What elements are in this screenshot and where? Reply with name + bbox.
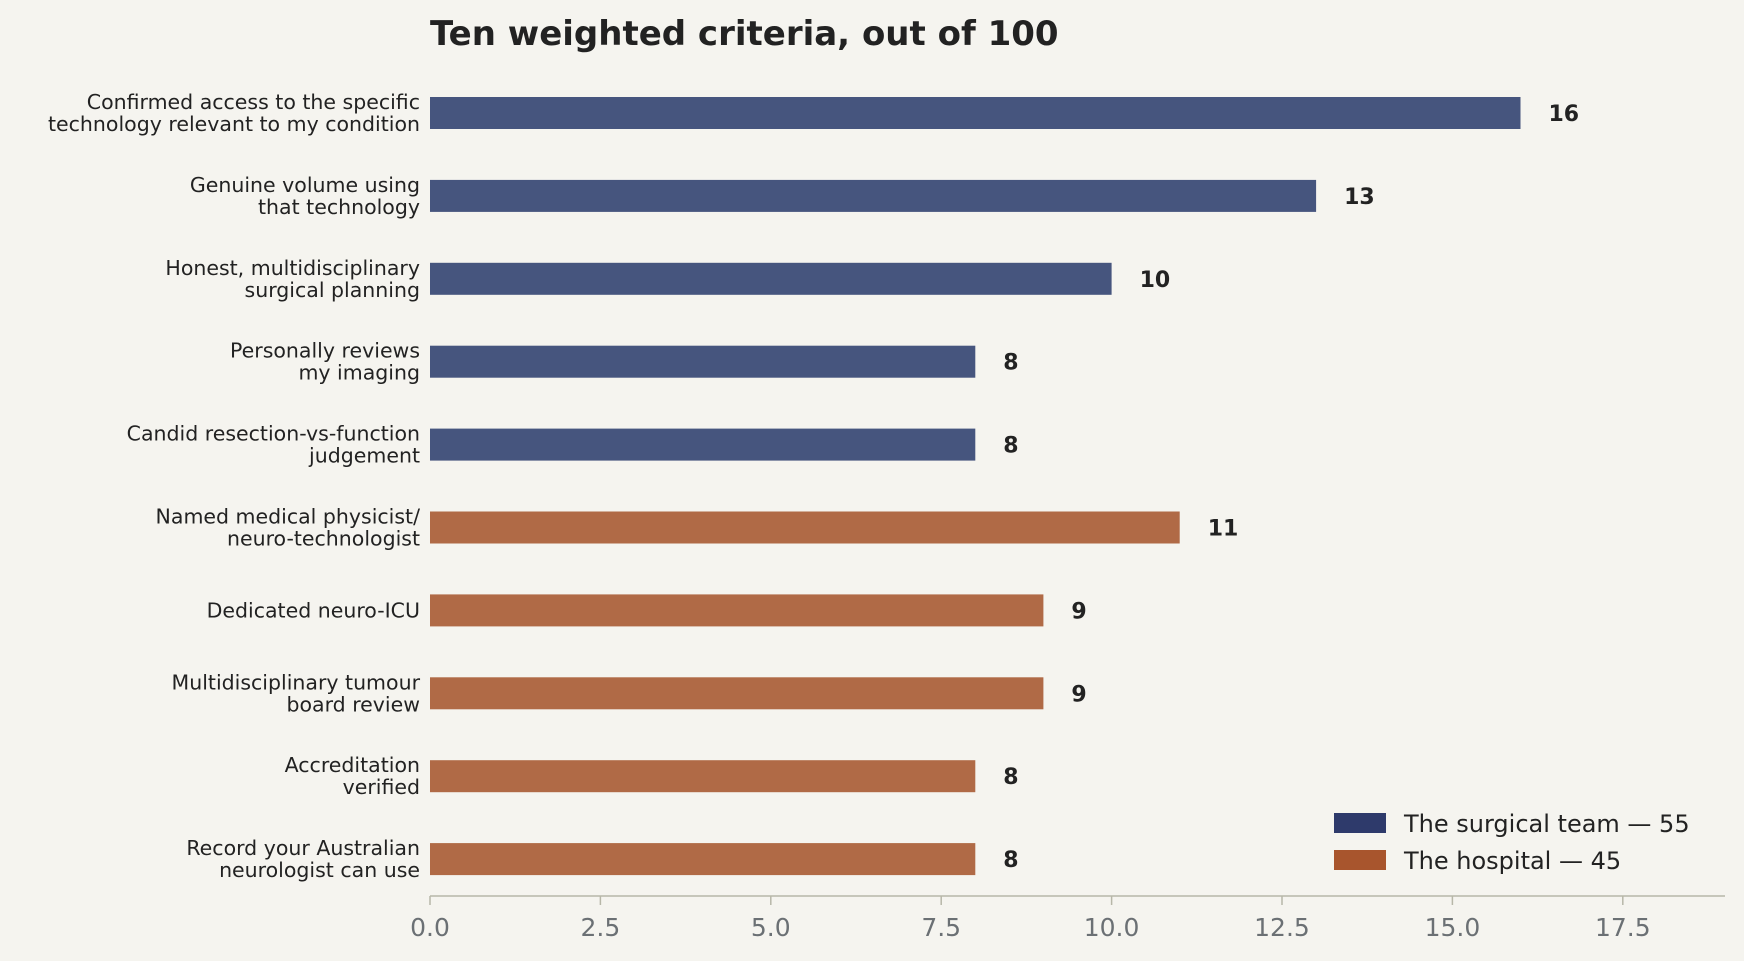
value-label: 9: [1071, 682, 1086, 707]
category-label: technology relevant to my condition: [48, 112, 420, 136]
x-tick-label: 17.5: [1595, 913, 1651, 942]
category-label: Genuine volume using: [190, 173, 420, 197]
legend-label: The surgical team — 55: [1403, 810, 1690, 838]
value-label: 8: [1003, 848, 1018, 873]
value-label: 8: [1003, 351, 1018, 376]
value-label: 8: [1003, 765, 1018, 790]
category-label: surgical planning: [245, 278, 420, 302]
category-labels: Confirmed access to the specifictechnolo…: [48, 90, 421, 882]
category-label: neurologist can use: [219, 858, 420, 882]
category-label: my imaging: [298, 361, 420, 385]
value-label: 10: [1140, 268, 1171, 293]
category-label: Record your Australian: [186, 836, 420, 860]
x-tick-label: 0.0: [410, 913, 450, 942]
x-axis: 0.0 2.5 5.0 7.5 10.0 12.5 15.0 17.5: [410, 895, 1725, 942]
value-labels: 16 13 10 8 8 11 9 9 8 8: [1003, 102, 1579, 873]
value-label: 16: [1549, 102, 1580, 127]
x-tick-label: 12.5: [1254, 913, 1310, 942]
bar: [430, 345, 976, 378]
x-tick-label: 7.5: [921, 913, 961, 942]
bar: [430, 760, 976, 793]
category-label: judgement: [308, 444, 420, 468]
category-label: Dedicated neuro-ICU: [207, 598, 420, 622]
legend: The surgical team — 55 The hospital — 45: [1334, 810, 1690, 875]
bar: [430, 262, 1112, 295]
value-label: 11: [1208, 517, 1239, 542]
bar: [430, 843, 976, 876]
legend-label: The hospital — 45: [1403, 847, 1621, 875]
legend-swatch: [1334, 813, 1386, 833]
bar: [430, 677, 1044, 710]
category-label: Multidisciplinary tumour: [172, 670, 421, 694]
bar: [430, 97, 1521, 129]
category-label: Candid resection-vs-function: [127, 422, 420, 446]
category-label: Personally reviews: [230, 339, 420, 363]
value-label: 8: [1003, 434, 1018, 459]
legend-swatch: [1334, 850, 1386, 870]
bars-layer: [430, 97, 1521, 876]
bar: [430, 511, 1180, 544]
category-label: Confirmed access to the specific: [87, 90, 420, 114]
category-label: Accreditation: [285, 753, 420, 777]
x-tick-label: 2.5: [581, 913, 621, 942]
chart-title: Ten weighted criteria, out of 100: [430, 14, 1059, 54]
x-tick-label: 15.0: [1425, 913, 1481, 942]
category-label: that technology: [258, 195, 420, 219]
category-label: Named medical physicist/: [156, 505, 421, 529]
category-label: board review: [286, 692, 420, 716]
category-label: verified: [343, 775, 420, 799]
bar: [430, 179, 1317, 212]
x-tick-label: 10.0: [1084, 913, 1140, 942]
value-label: 13: [1344, 185, 1375, 210]
bar: [430, 428, 976, 461]
category-label: Honest, multidisciplinary: [165, 256, 420, 280]
value-label: 9: [1071, 599, 1086, 624]
bar: [430, 594, 1044, 627]
category-label: neuro-technologist: [227, 527, 420, 551]
x-tick-label: 5.0: [751, 913, 791, 942]
